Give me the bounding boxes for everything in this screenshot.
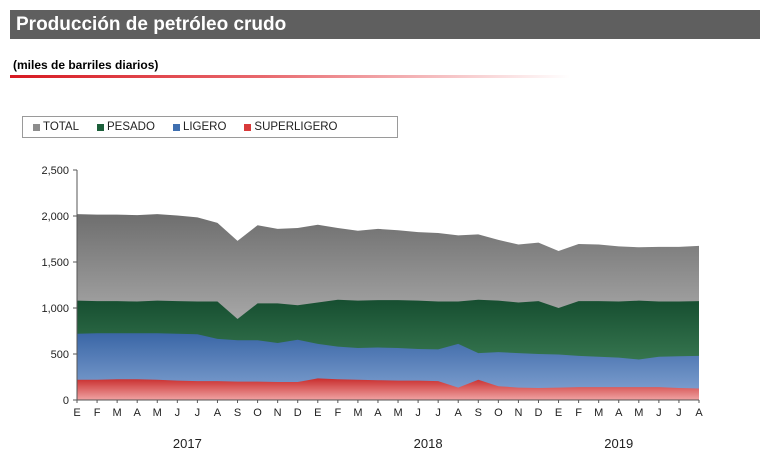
x-tick-label: N — [274, 407, 282, 419]
x-tick-label: D — [535, 407, 543, 419]
x-tick-label: J — [656, 407, 662, 419]
x-tick-label: A — [695, 407, 703, 419]
x-tick-label: J — [175, 407, 181, 419]
x-tick-label: J — [195, 407, 201, 419]
x-tick-label: N — [514, 407, 522, 419]
x-tick-label: M — [393, 407, 402, 419]
x-tick-label: A — [615, 407, 623, 419]
x-tick-label: F — [334, 407, 341, 419]
x-tick-label: D — [294, 407, 302, 419]
y-tick-label: 1,500 — [41, 257, 69, 269]
y-tick-label: 2,000 — [41, 211, 69, 223]
y-tick-label: 1,000 — [41, 303, 69, 315]
series-area-superligero — [77, 378, 699, 400]
x-tick-label: F — [575, 407, 582, 419]
x-tick-label: E — [73, 407, 80, 419]
chart-subtitle: (miles de barriles diarios) — [13, 58, 159, 72]
x-tick-label: M — [594, 407, 603, 419]
x-tick-label: M — [634, 407, 643, 419]
y-tick-label: 2,500 — [41, 165, 69, 177]
legend-item-total: TOTAL — [33, 121, 79, 133]
x-tick-label: J — [676, 407, 682, 419]
x-tick-label: A — [134, 407, 142, 419]
x-tick-label: A — [374, 407, 382, 419]
legend-swatch-superligero — [244, 123, 252, 131]
legend-item-superligero: SUPERLIGERO — [244, 121, 337, 133]
x-tick-label: J — [415, 407, 421, 419]
x-tick-label: S — [234, 407, 241, 419]
x-tick-label: M — [113, 407, 122, 419]
y-tick-label: 500 — [51, 349, 69, 361]
page-title: Producción de petróleo crudo — [10, 10, 760, 39]
x-tick-label: A — [455, 407, 463, 419]
x-tick-label: O — [494, 407, 503, 419]
legend-item-pesado: PESADO — [97, 121, 155, 133]
year-label: 2019 — [604, 436, 633, 451]
year-label: 2017 — [173, 436, 202, 451]
x-tick-label: E — [555, 407, 562, 419]
legend-swatch-total — [33, 123, 40, 131]
x-tick-label: M — [153, 407, 162, 419]
x-tick-label: J — [435, 407, 441, 419]
y-tick-label: 0 — [63, 395, 69, 407]
chart-legend: TOTAL PESADO LIGERO SUPERLIGERO — [22, 116, 398, 138]
x-tick-label: A — [214, 407, 222, 419]
legend-swatch-pesado — [97, 123, 104, 131]
legend-label-ligero: LIGERO — [182, 121, 227, 133]
x-tick-label: E — [314, 407, 321, 419]
x-tick-label: S — [475, 407, 482, 419]
year-label: 2018 — [414, 436, 443, 451]
legend-swatch-ligero — [172, 123, 180, 131]
legend-label-pesado: PESADO — [107, 121, 155, 133]
subtitle-underline — [10, 75, 570, 78]
x-tick-label: F — [94, 407, 101, 419]
legend-item-ligero: LIGERO — [172, 121, 227, 133]
x-tick-label: M — [353, 407, 362, 419]
x-tick-label: O — [253, 407, 262, 419]
legend-label-total: TOTAL — [43, 121, 79, 133]
legend-label-superligero: SUPERLIGERO — [254, 121, 338, 133]
